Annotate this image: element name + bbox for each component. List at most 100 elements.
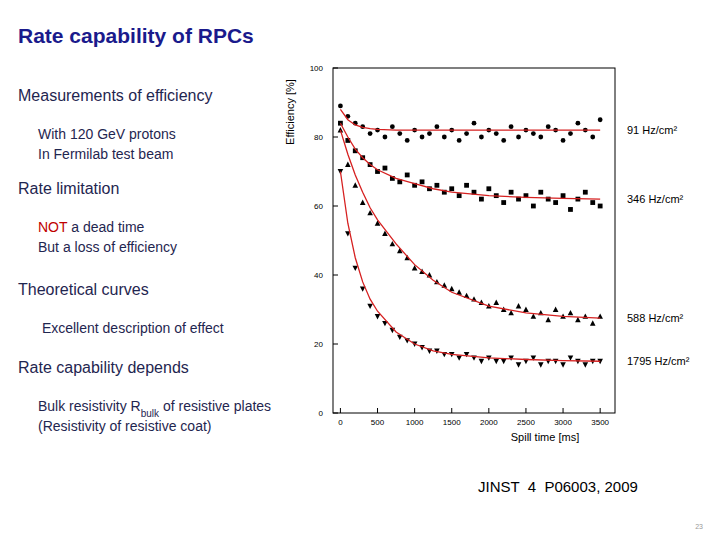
data-point (546, 124, 551, 129)
data-point (583, 362, 589, 367)
data-point (531, 204, 536, 209)
y-tick-label: 60 (314, 202, 323, 211)
data-point (568, 207, 573, 212)
y-axis-label: Efficiency [%] (284, 79, 296, 145)
bullet-line: Excellent description of effect (38, 320, 224, 336)
data-point (516, 362, 522, 367)
text-run: Excellent description of effect (38, 320, 224, 336)
data-point (561, 138, 566, 143)
data-point (345, 162, 351, 167)
data-point (494, 131, 499, 136)
plot-area (338, 104, 603, 368)
data-point (598, 117, 603, 122)
legend-label: 1795 Hz/cm² (627, 355, 690, 367)
data-point (368, 131, 373, 136)
x-tick-label: 2500 (517, 418, 535, 427)
x-tick-label: 0 (338, 418, 343, 427)
data-point (457, 138, 462, 143)
legend-label: 588 Hz/cm² (627, 312, 684, 324)
data-point (383, 166, 388, 171)
data-point (427, 131, 432, 136)
data-point (420, 179, 425, 184)
data-point (516, 135, 521, 140)
data-point (397, 131, 402, 136)
data-point (575, 359, 581, 364)
canvas: Rate capability of RPCs Measurements of e… (0, 0, 720, 540)
data-point (434, 124, 439, 129)
data-point (383, 135, 388, 140)
data-point (568, 310, 574, 315)
y-tick-label: 100 (310, 64, 324, 73)
y-tick-label: 0 (319, 409, 324, 418)
series (338, 127, 603, 326)
y-tick (333, 275, 338, 276)
series (338, 169, 603, 368)
text-run: a dead time (67, 219, 144, 235)
fit-curve (340, 130, 600, 318)
data-point (553, 200, 558, 205)
data-point (405, 138, 410, 143)
data-point (561, 193, 566, 198)
data-point (545, 317, 551, 322)
bullet-line: Bulk resistivity Rbulk of resistive plat… (38, 398, 271, 419)
fit-curve (340, 172, 600, 362)
data-point (493, 300, 499, 305)
data-point (479, 135, 484, 140)
bullet-line: (Resistivity of resistive coat) (38, 418, 211, 434)
x-tick-label: 1500 (443, 418, 461, 427)
text-run: bulk (141, 408, 160, 419)
section-heading: Measurements of efficiency (18, 87, 212, 104)
reference: JINST 4 P06003, 2009 (478, 478, 638, 495)
x-tick (377, 408, 378, 413)
chart: 0204060801000500100015002000250030003500… (284, 64, 615, 443)
x-tick (340, 408, 341, 413)
section-heading: Theoretical curves (18, 281, 149, 298)
data-point (442, 135, 447, 140)
data-point (449, 186, 454, 191)
data-point (538, 190, 543, 195)
y-tick (333, 206, 338, 207)
data-point (509, 190, 514, 195)
data-point (598, 204, 603, 209)
x-tick-label: 3000 (554, 418, 572, 427)
data-point (523, 307, 529, 312)
data-point (479, 197, 484, 202)
x-tick (525, 408, 526, 413)
x-tick (488, 408, 489, 413)
text-run: With 120 GeV protons (38, 126, 176, 142)
bullet-line: In Fermilab test beam (38, 146, 173, 162)
data-point (464, 183, 469, 188)
text-run: NOT (38, 219, 68, 235)
x-tick-label: 2000 (480, 418, 498, 427)
text-run: In Fermilab test beam (38, 146, 173, 162)
data-point (531, 131, 536, 136)
series (338, 121, 603, 212)
legend-label: 346 Hz/cm² (627, 193, 684, 205)
data-point (367, 304, 373, 309)
data-point (590, 135, 595, 140)
data-point (575, 121, 580, 126)
data-point (590, 200, 595, 205)
x-tick-label: 3500 (591, 418, 609, 427)
data-point (360, 200, 366, 205)
data-point (583, 190, 588, 195)
data-point (501, 138, 506, 143)
data-point (538, 362, 544, 367)
data-point (568, 131, 573, 136)
data-point (501, 359, 507, 364)
text-run: Bulk resistivity R (38, 398, 141, 414)
x-tick-label: 1000 (406, 418, 424, 427)
y-tick-label: 40 (314, 271, 323, 280)
fit-curve (340, 123, 600, 199)
slide: Rate capability of RPCs Measurements of e… (0, 0, 720, 540)
text-run: (Resistivity of resistive coat) (38, 418, 211, 434)
slide-title: Rate capability of RPCs (18, 24, 254, 47)
bullet-line: NOT a dead time (38, 219, 145, 235)
y-tick (333, 137, 338, 138)
fit-curve (340, 109, 600, 130)
data-point (457, 193, 462, 198)
x-axis-label: Spill time [ms] (511, 431, 579, 443)
page-number: 23 (695, 523, 703, 530)
y-tick-label: 80 (314, 133, 323, 142)
y-tick (333, 344, 338, 345)
